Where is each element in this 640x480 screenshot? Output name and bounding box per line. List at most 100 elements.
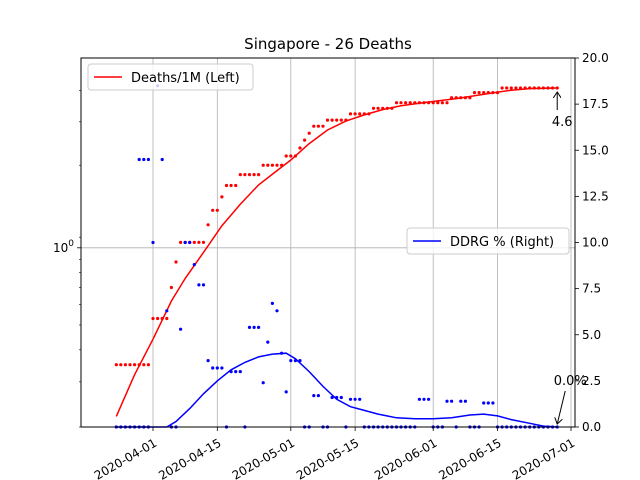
- y-right-tick-label: 2.5: [582, 374, 601, 388]
- y-right-tick-label: 0.0: [582, 420, 601, 434]
- series-line: [116, 352, 558, 428]
- data-point: [348, 397, 353, 401]
- data-point: [238, 370, 242, 374]
- data-point: [339, 395, 343, 400]
- legend-box-left: [87, 63, 254, 91]
- data-point: [348, 112, 353, 116]
- data-point: [197, 240, 201, 244]
- data-point: [321, 124, 325, 128]
- data-point: [408, 101, 412, 105]
- data-point: [114, 363, 118, 367]
- data-point: [128, 363, 132, 367]
- data-point: [312, 124, 316, 128]
- data-point: [459, 399, 463, 403]
- data-point: [206, 359, 210, 363]
- data-point: [179, 240, 183, 244]
- data-point: [427, 397, 431, 401]
- data-point: [201, 283, 206, 287]
- data-point: [252, 173, 256, 177]
- data-point: [491, 401, 495, 405]
- data-point: [201, 240, 206, 244]
- data-point: [266, 163, 270, 167]
- data-point: [275, 309, 279, 313]
- data-point: [307, 131, 311, 135]
- data-point: [422, 397, 426, 401]
- data-point: [450, 399, 454, 403]
- data-point: [142, 363, 146, 367]
- data-point: [445, 101, 449, 105]
- data-point: [339, 118, 343, 122]
- data-point: [188, 240, 192, 245]
- data-point: [234, 370, 238, 374]
- data-point: [206, 223, 210, 227]
- chart-title: Singapore - 26 Deaths: [244, 35, 412, 53]
- data-point: [215, 208, 219, 212]
- data-point: [211, 366, 215, 370]
- data-point: [234, 183, 238, 188]
- data-point: [247, 325, 252, 329]
- data-point: [417, 397, 421, 401]
- data-point: [229, 183, 233, 188]
- data-point: [477, 91, 481, 95]
- data-point: [509, 86, 513, 90]
- data-point: [215, 366, 219, 370]
- data-point: [358, 112, 362, 116]
- data-point: [472, 91, 477, 95]
- data-point: [514, 86, 518, 90]
- data-point: [266, 340, 270, 344]
- data-point: [289, 154, 293, 158]
- data-point: [252, 325, 256, 329]
- data-point: [133, 363, 137, 367]
- data-point: [353, 397, 357, 401]
- data-point: [238, 173, 242, 177]
- data-point: [211, 208, 215, 212]
- data-point: [404, 101, 408, 105]
- data-point: [298, 146, 302, 150]
- data-point: [284, 154, 288, 158]
- legend-label-deaths: Deaths/1M (Left): [131, 71, 240, 86]
- annotation-label-ddrg: 0.0%: [554, 374, 587, 389]
- data-point: [440, 101, 444, 105]
- data-point: [330, 118, 334, 122]
- data-point: [376, 106, 380, 110]
- data-point: [247, 173, 252, 177]
- data-point: [165, 309, 169, 313]
- data-point: [353, 112, 357, 116]
- data-point: [192, 240, 196, 244]
- legend-label-ddrg: DDRG % (Right): [450, 235, 554, 250]
- data-point: [505, 86, 509, 90]
- legend-box-right: [406, 227, 570, 255]
- data-point: [169, 285, 173, 290]
- data-point: [160, 157, 164, 162]
- data-point: [197, 283, 201, 287]
- y-left-tick-label: 100: [53, 239, 74, 255]
- data-point: [486, 401, 490, 405]
- data-point: [220, 195, 224, 199]
- data-point: [270, 163, 274, 167]
- data-point: [482, 401, 486, 405]
- data-point: [463, 399, 467, 403]
- data-point: [335, 118, 339, 122]
- data-point: [371, 106, 376, 110]
- data-point: [261, 163, 265, 167]
- y-right-tick-label: 20.0: [582, 51, 609, 65]
- data-point: [500, 86, 504, 90]
- series-line: [115, 87, 558, 417]
- data-point: [151, 316, 155, 321]
- data-point: [399, 101, 403, 105]
- data-point: [312, 394, 316, 398]
- data-point: [165, 316, 169, 321]
- data-point: [119, 363, 123, 367]
- data-point: [261, 381, 265, 385]
- data-point: [257, 173, 261, 177]
- data-point: [142, 157, 146, 162]
- data-point: [325, 118, 330, 122]
- data-point: [445, 399, 449, 403]
- series-layer: [114, 84, 559, 429]
- y-right-tick-label: 17.5: [582, 97, 609, 111]
- y-right-tick-label: 5.0: [582, 328, 601, 342]
- y-right-tick-label: 15.0: [582, 143, 609, 157]
- data-point: [270, 301, 274, 305]
- data-point: [316, 124, 320, 128]
